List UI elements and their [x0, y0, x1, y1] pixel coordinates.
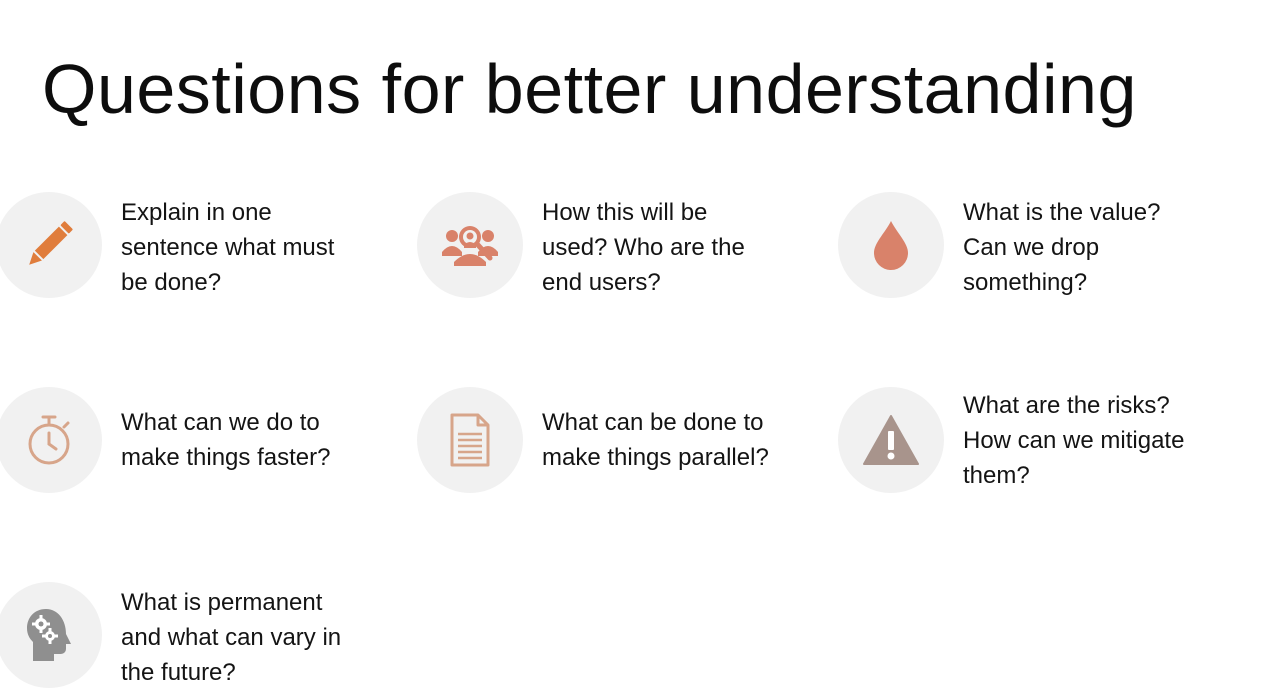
slide-title: Questions for better understanding [42, 50, 1137, 128]
icon-circle [838, 387, 944, 493]
stopwatch-icon [28, 415, 70, 465]
question-line: end users? [542, 269, 661, 296]
question-line: something? [963, 269, 1088, 296]
question-line: How this will be [542, 199, 708, 226]
question-text: How this will be used? Who are the end u… [542, 195, 832, 300]
users-search-icon [442, 226, 498, 266]
drop-icon [874, 221, 908, 270]
question-line: make things faster? [121, 444, 331, 471]
warning-icon [863, 415, 919, 465]
question-item-faster: What can we do to make things faster? [0, 387, 416, 497]
icon-circle [417, 387, 523, 493]
question-line: the future? [121, 659, 236, 686]
question-line: and what can vary in [121, 624, 342, 651]
question-item-explain: Explain in one sentence what must be don… [0, 192, 416, 302]
document-icon [450, 413, 490, 467]
question-line: What can we do to [121, 409, 320, 436]
question-text: What is the value? Can we drop something… [963, 195, 1253, 300]
question-line: What is the value? [963, 199, 1161, 226]
question-line: make things parallel? [542, 444, 769, 471]
icon-circle [417, 192, 523, 298]
question-line: What is permanent [121, 589, 323, 616]
question-text: What are the risks? How can we mitigate … [963, 388, 1253, 493]
question-line: be done? [121, 269, 222, 296]
question-item-permanent: What is permanent and what can vary in t… [0, 582, 416, 690]
icon-circle [838, 192, 944, 298]
pencil-icon [29, 221, 73, 265]
question-item-value: What is the value? Can we drop something… [838, 192, 1258, 302]
question-line: What are the risks? [963, 392, 1170, 419]
question-item-parallel: What can be done to make things parallel… [417, 387, 837, 497]
question-text: Explain in one sentence what must be don… [121, 195, 411, 300]
question-line: used? Who are the [542, 234, 745, 261]
question-item-risks: What are the risks? How can we mitigate … [838, 387, 1258, 497]
question-line: How can we mitigate [963, 427, 1185, 454]
icon-circle [0, 582, 102, 688]
question-line: Explain in one [121, 199, 272, 226]
question-text: What can be done to make things parallel… [542, 405, 832, 475]
question-line: sentence what must [121, 234, 335, 261]
question-text: What is permanent and what can vary in t… [121, 585, 411, 690]
icon-circle [0, 387, 102, 493]
question-text: What can we do to make things faster? [121, 405, 411, 475]
question-line: them? [963, 462, 1030, 489]
question-line: Can we drop [963, 234, 1100, 261]
question-line: What can be done to [542, 409, 764, 436]
icon-circle [0, 192, 102, 298]
question-item-users: How this will be used? Who are the end u… [417, 192, 837, 302]
head-gears-icon [27, 609, 71, 661]
